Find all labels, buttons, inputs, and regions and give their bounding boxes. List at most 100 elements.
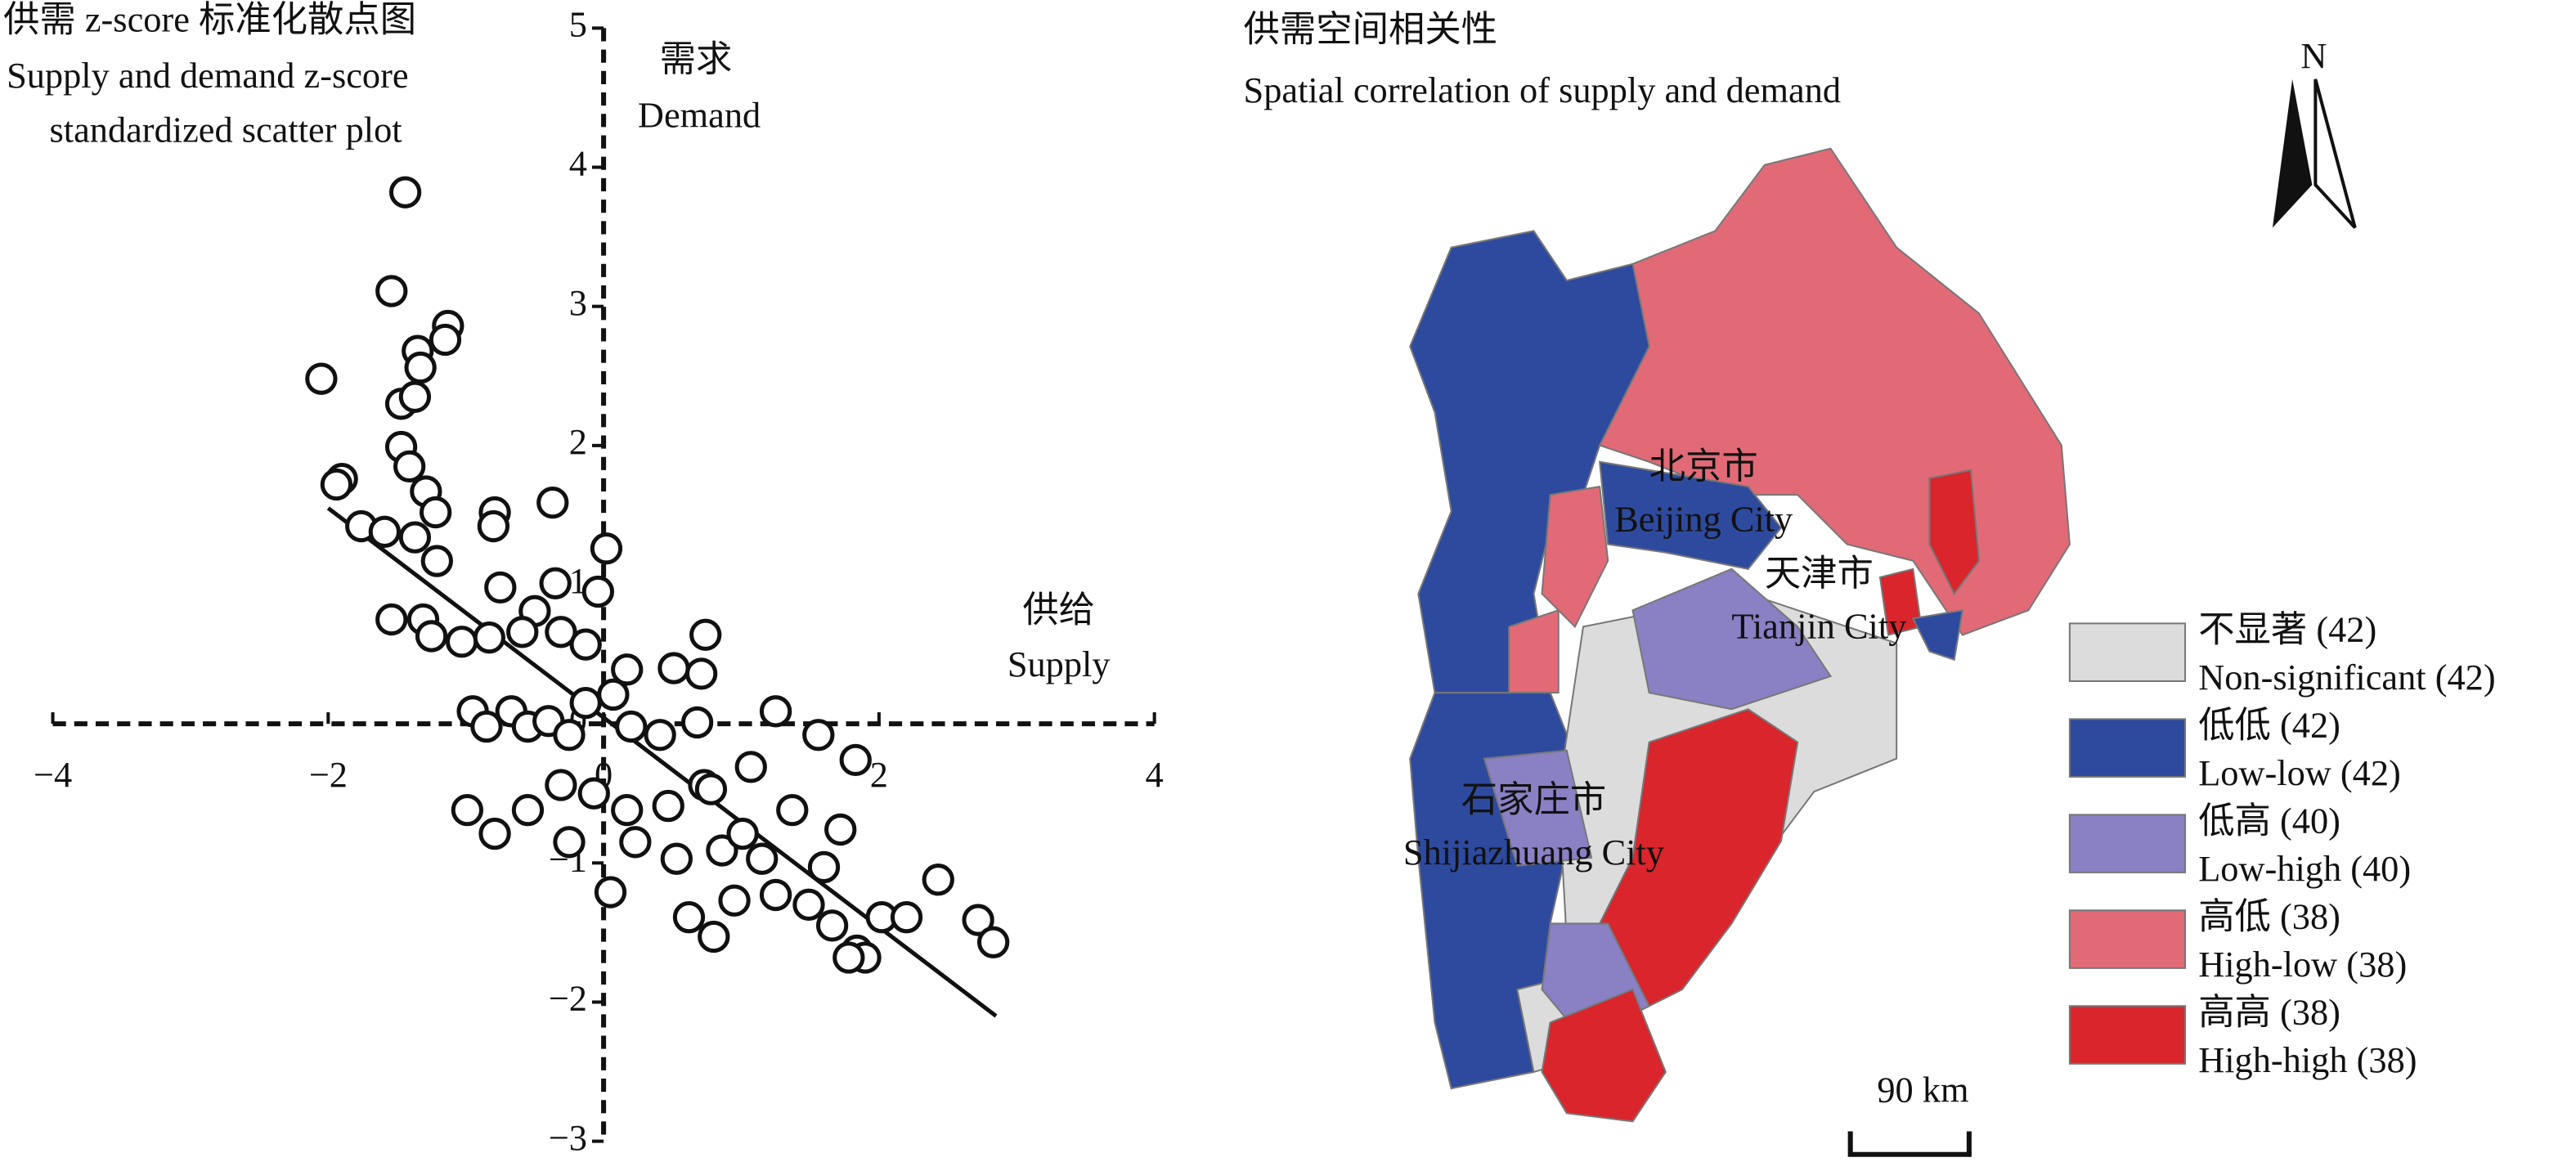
- point: [484, 571, 517, 604]
- point: [506, 616, 539, 648]
- city-label: 石家庄市: [1461, 778, 1606, 819]
- legend-swatch: [2068, 718, 2187, 778]
- point: [976, 926, 1010, 958]
- point: [420, 545, 454, 577]
- point: [511, 793, 545, 827]
- point: [553, 826, 586, 859]
- legend-label: 低高 (40): [2198, 801, 2340, 841]
- scale-bar: [1847, 1131, 1972, 1157]
- y-tick-label: −2: [549, 978, 587, 1019]
- point: [445, 626, 478, 658]
- point: [473, 621, 505, 654]
- point: [569, 628, 602, 661]
- point: [594, 876, 627, 909]
- point: [689, 618, 722, 651]
- point: [375, 603, 408, 636]
- north-arrow: [2272, 79, 2313, 228]
- point: [619, 826, 652, 859]
- point: [759, 695, 792, 728]
- legend-swatch: [2068, 1005, 2187, 1065]
- point: [839, 743, 872, 777]
- point: [680, 706, 714, 739]
- y-tick-label: 4: [569, 143, 587, 184]
- y-axis-label: 需求: [660, 38, 733, 79]
- point: [388, 176, 422, 209]
- city-label: Tianjin City: [1731, 606, 1906, 647]
- city-label: Beijing City: [1614, 499, 1793, 540]
- point: [759, 878, 792, 912]
- point: [672, 900, 706, 934]
- point: [415, 620, 448, 653]
- point: [545, 616, 577, 648]
- legend-label: 高低 (38): [2198, 896, 2340, 937]
- point: [726, 817, 759, 850]
- point: [802, 719, 835, 752]
- point: [644, 719, 676, 752]
- point: [734, 751, 767, 783]
- map-region: [1911, 609, 1964, 662]
- point: [398, 380, 432, 413]
- map-region: [1541, 485, 1609, 629]
- map-region: [1582, 708, 1799, 1024]
- x-axis-label: 供给: [1022, 589, 1095, 630]
- point: [320, 468, 353, 501]
- map-region: [1631, 568, 1833, 711]
- point: [569, 686, 602, 720]
- point: [611, 793, 644, 827]
- point: [590, 532, 623, 565]
- point: [815, 909, 849, 942]
- map-region: [1928, 469, 1981, 595]
- scale-label: 90 km: [1877, 1069, 1968, 1110]
- y-tick-label: 2: [569, 421, 587, 462]
- city-label: 北京市: [1649, 446, 1758, 487]
- point: [652, 789, 684, 823]
- point: [478, 817, 511, 850]
- y-tick-label: −3: [549, 1117, 587, 1158]
- legend-label: 低低 (42): [2198, 705, 2340, 746]
- chart-subtitle: standardized scatter plot: [49, 110, 402, 150]
- point: [832, 941, 865, 974]
- point: [706, 834, 738, 867]
- point: [597, 678, 630, 711]
- point: [305, 362, 338, 395]
- point: [368, 515, 402, 548]
- trend-line: [326, 506, 998, 1018]
- legend-label: 不显著 (42): [2198, 609, 2376, 650]
- map-panel: 供需空间相关性 Spatial correlation of supply and…: [1244, 9, 2496, 1157]
- y-axis-label: Demand: [638, 94, 761, 135]
- north-arrow: [2313, 79, 2357, 229]
- north-label: N: [2300, 35, 2327, 76]
- x-tick-label: −4: [34, 754, 72, 795]
- point: [536, 486, 569, 519]
- point: [962, 904, 994, 936]
- point: [375, 275, 408, 307]
- map-subtitle: Spatial correlation of supply and demand: [1244, 70, 1842, 110]
- map-title: 供需空间相关性: [1244, 9, 1498, 50]
- point: [611, 653, 644, 686]
- x-tick-label: 2: [870, 754, 888, 795]
- point: [657, 652, 690, 684]
- point: [553, 719, 586, 752]
- point: [660, 842, 693, 875]
- city-label: Shijiazhuang City: [1403, 832, 1664, 873]
- y-tick-label: 3: [569, 282, 587, 323]
- legend-swatch: [2068, 814, 2187, 873]
- x-axis-label: Supply: [1008, 644, 1111, 684]
- legend-label: 高高 (38): [2198, 992, 2340, 1033]
- point: [922, 864, 954, 896]
- legend-label: Non-significant (42): [2198, 657, 2495, 698]
- point: [890, 900, 923, 934]
- point: [545, 769, 577, 801]
- point: [581, 575, 615, 608]
- map-region: [1541, 988, 1667, 1123]
- point: [684, 657, 718, 690]
- legend-swatch: [2068, 909, 2187, 969]
- point: [824, 813, 857, 846]
- point: [398, 521, 432, 554]
- map-region: [1409, 230, 1650, 711]
- legend-label: Low-low (42): [2198, 752, 2401, 793]
- legend-label: High-low (38): [2198, 944, 2407, 985]
- chart-subtitle: Supply and demand z-score: [7, 55, 409, 96]
